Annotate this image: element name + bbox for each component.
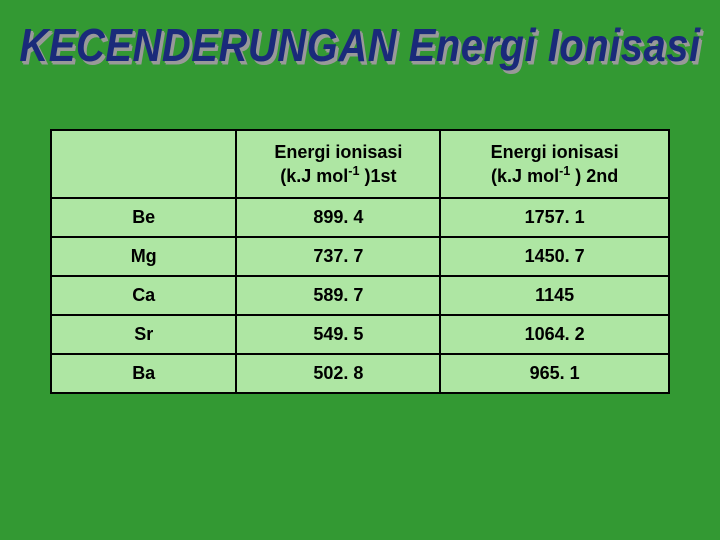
second-ionization-cell: 1064. 2: [440, 315, 669, 354]
table-row: Ba 502. 8 965. 1: [51, 354, 669, 393]
table-row: Be 899. 4 1757. 1: [51, 198, 669, 237]
header-first-ionization: Energi ionisasi (k.J mol-1 )1st: [236, 130, 440, 198]
slide-title: KECENDERUNGAN Energi Ionisasi: [19, 21, 700, 73]
header-first-sup: -1: [348, 164, 359, 178]
header-second-line1: Energi ionisasi: [447, 141, 662, 164]
table-body: Be 899. 4 1757. 1 Mg 737. 7 1450. 7 Ca 5…: [51, 198, 669, 393]
table-row: Sr 549. 5 1064. 2: [51, 315, 669, 354]
second-ionization-cell: 1757. 1: [440, 198, 669, 237]
first-ionization-cell: 737. 7: [236, 237, 440, 276]
table-row: Mg 737. 7 1450. 7: [51, 237, 669, 276]
header-second-pre: (k.J mol: [491, 166, 559, 186]
table-row: Ca 589. 7 1145: [51, 276, 669, 315]
header-first-line1: Energi ionisasi: [243, 141, 433, 164]
header-first-pre: (k.J mol: [280, 166, 348, 186]
element-cell: Ca: [51, 276, 236, 315]
element-cell: Ba: [51, 354, 236, 393]
element-cell: Sr: [51, 315, 236, 354]
ionization-table-container: Energi ionisasi (k.J mol-1 )1st Energi i…: [50, 129, 670, 394]
second-ionization-cell: 1450. 7: [440, 237, 669, 276]
second-ionization-cell: 1145: [440, 276, 669, 315]
element-cell: Mg: [51, 237, 236, 276]
slide-title-wrap: KECENDERUNGAN Energi Ionisasi: [0, 0, 720, 69]
first-ionization-cell: 899. 4: [236, 198, 440, 237]
header-second-post: ) 2nd: [570, 166, 618, 186]
header-second-ionization: Energi ionisasi (k.J mol-1 ) 2nd: [440, 130, 669, 198]
header-empty: [51, 130, 236, 198]
first-ionization-cell: 589. 7: [236, 276, 440, 315]
element-cell: Be: [51, 198, 236, 237]
header-first-post: )1st: [359, 166, 396, 186]
header-first-line2: (k.J mol-1 )1st: [243, 164, 433, 188]
ionization-energy-table: Energi ionisasi (k.J mol-1 )1st Energi i…: [50, 129, 670, 394]
first-ionization-cell: 549. 5: [236, 315, 440, 354]
table-header-row: Energi ionisasi (k.J mol-1 )1st Energi i…: [51, 130, 669, 198]
header-second-sup: -1: [559, 164, 570, 178]
second-ionization-cell: 965. 1: [440, 354, 669, 393]
header-second-line2: (k.J mol-1 ) 2nd: [447, 164, 662, 188]
first-ionization-cell: 502. 8: [236, 354, 440, 393]
